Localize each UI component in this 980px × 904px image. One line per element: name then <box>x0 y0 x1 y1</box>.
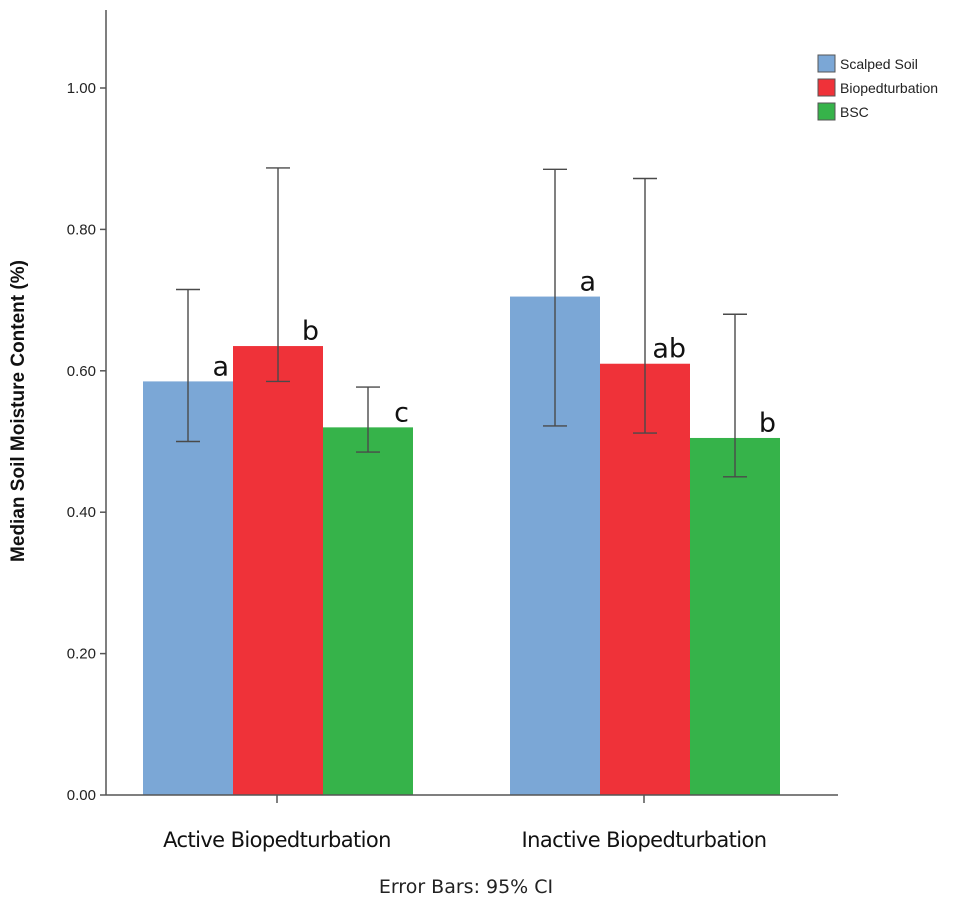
legend-swatch <box>817 78 836 97</box>
bar <box>600 363 690 795</box>
x-tick-label: Active Biopedturbation <box>163 828 391 852</box>
significance-letter: a <box>212 351 229 382</box>
legend-swatch <box>817 102 836 121</box>
axes-layer: 0.00 0.20 0.40 0.60 0.80 1.00 Active Biopedtur… <box>67 10 838 852</box>
y-tick-label: 0.00 <box>67 787 96 804</box>
y-tick-label: 0.80 <box>67 221 96 238</box>
y-tick-label: 0.20 <box>67 646 96 663</box>
bars-layer <box>143 296 780 795</box>
y-tick-label: 0.60 <box>67 363 96 380</box>
x-tick-label: Inactive Biopedturbation <box>522 828 767 852</box>
y-axis-title: Median Soil Moisture Content (%) <box>8 260 29 562</box>
y-tick-label: 1.00 <box>67 80 96 97</box>
legend-label: BSC <box>840 104 869 120</box>
y-tick-label: 0.40 <box>67 504 96 521</box>
legend-label: Scalped Soil <box>840 56 918 72</box>
significance-letter: c <box>394 397 409 428</box>
significance-letter: b <box>759 408 776 439</box>
error-bars-note: Error Bars: 95% CI <box>379 876 553 898</box>
bar <box>143 381 233 795</box>
bar <box>690 437 780 795</box>
bar <box>323 427 413 795</box>
legend: Scalped Soil Biopedturbation BSC <box>817 54 938 121</box>
error-bars-layer <box>176 167 747 478</box>
significance-letter: ab <box>652 334 686 365</box>
legend-label: Biopedturbation <box>840 80 938 96</box>
legend-swatch <box>817 54 836 73</box>
bar <box>233 346 323 795</box>
significance-letter: b <box>302 316 319 347</box>
significance-letter: a <box>579 267 596 298</box>
